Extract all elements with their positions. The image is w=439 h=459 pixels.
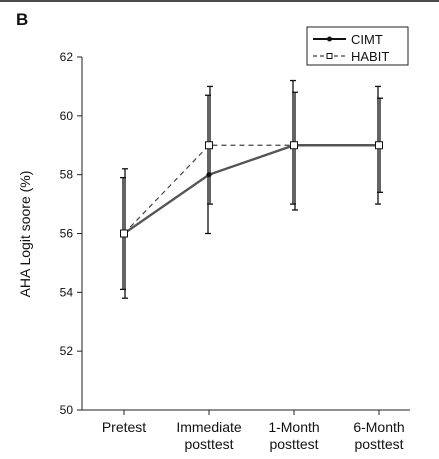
y-tick-label: 58	[60, 168, 74, 182]
y-axis: 50 52 54 56 58 60 62	[60, 50, 83, 417]
x-tick-label: Pretest	[102, 419, 146, 435]
x-axis: Pretest Immediateposttest1-Monthposttest6…	[82, 409, 410, 452]
y-tick-label: 52	[60, 344, 74, 358]
y-axis-title: AHA Logit soore (%)	[17, 171, 33, 298]
habit-point	[120, 229, 128, 238]
legend-cimt-label: CIMT	[351, 32, 383, 47]
panel-letter: B	[16, 10, 28, 29]
habit-point	[290, 141, 298, 150]
y-tick-label: 56	[60, 227, 74, 241]
legend: CIMT HABIT	[306, 26, 409, 66]
x-tick-label: posttest	[269, 436, 318, 452]
cimt-series-line	[123, 144, 379, 235]
x-tick-label: posttest	[354, 436, 403, 452]
x-tick-label: posttest	[184, 436, 233, 452]
x-tick-label: 6-Month	[353, 419, 404, 435]
legend-cimt-marker	[327, 36, 332, 42]
habit-point	[205, 141, 213, 150]
x-tick-label: Immediate	[176, 419, 242, 435]
habit-point	[375, 141, 383, 150]
y-tick-label: 62	[60, 50, 74, 64]
legend-habit-label: HABIT	[351, 49, 389, 64]
habit-series-line	[123, 144, 379, 234]
legend-box	[306, 26, 409, 66]
legend-habit-marker	[326, 53, 333, 59]
cimt-point	[206, 172, 212, 178]
x-tick-label: 1-Month	[268, 419, 319, 435]
y-tick-label: 60	[60, 109, 74, 123]
y-tick-label: 54	[60, 285, 74, 299]
y-tick-label: 50	[60, 403, 74, 417]
